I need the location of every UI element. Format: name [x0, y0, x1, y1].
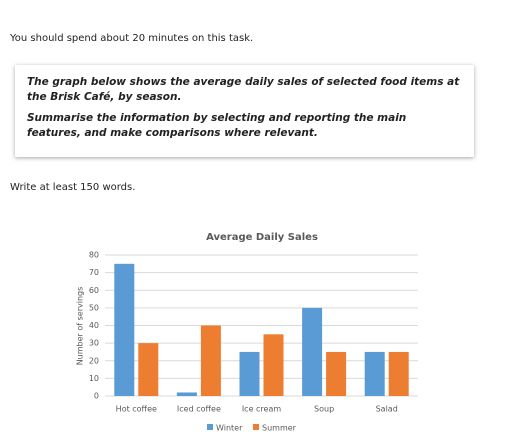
legend-swatch [207, 424, 213, 430]
bar [302, 307, 323, 396]
y-tick-label: 40 [89, 321, 99, 330]
y-tick-label: 10 [89, 374, 99, 383]
y-tick-label: 20 [89, 356, 99, 365]
y-tick-label: 50 [89, 303, 99, 312]
bar [114, 263, 135, 396]
y-tick-label: 0 [94, 392, 99, 401]
chart-title: Average Daily Sales [206, 232, 318, 243]
bar [138, 343, 159, 396]
legend-label: Summer [262, 424, 297, 433]
x-tick-label: Ice cream [242, 405, 282, 414]
legend-label: Winter [216, 424, 243, 433]
y-tick-label: 80 [89, 251, 99, 260]
x-tick-label: Hot coffee [116, 405, 157, 414]
task-box: The graph below shows the average daily … [15, 65, 474, 157]
bar [263, 334, 284, 396]
y-tick-label: 70 [89, 268, 99, 277]
instruction: You should spend about 20 minutes on thi… [10, 33, 254, 44]
bar [326, 351, 347, 396]
task-description: The graph below shows the average daily … [27, 76, 460, 103]
task-directive: Summarise the information by selecting a… [27, 112, 407, 139]
prompt: Write at least 150 words. [10, 182, 136, 193]
legend-swatch [253, 424, 259, 430]
bar [388, 351, 409, 396]
y-tick-label: 60 [89, 286, 99, 295]
x-tick-label: Iced coffee [177, 405, 221, 414]
bar [364, 351, 385, 396]
bar [200, 325, 221, 396]
y-axis-label: Number of servings [76, 287, 85, 366]
x-tick-label: Salad [376, 405, 398, 414]
x-tick-label: Soup [314, 405, 334, 414]
bar [239, 351, 260, 396]
bar [176, 392, 197, 396]
y-tick-label: 30 [89, 339, 99, 348]
